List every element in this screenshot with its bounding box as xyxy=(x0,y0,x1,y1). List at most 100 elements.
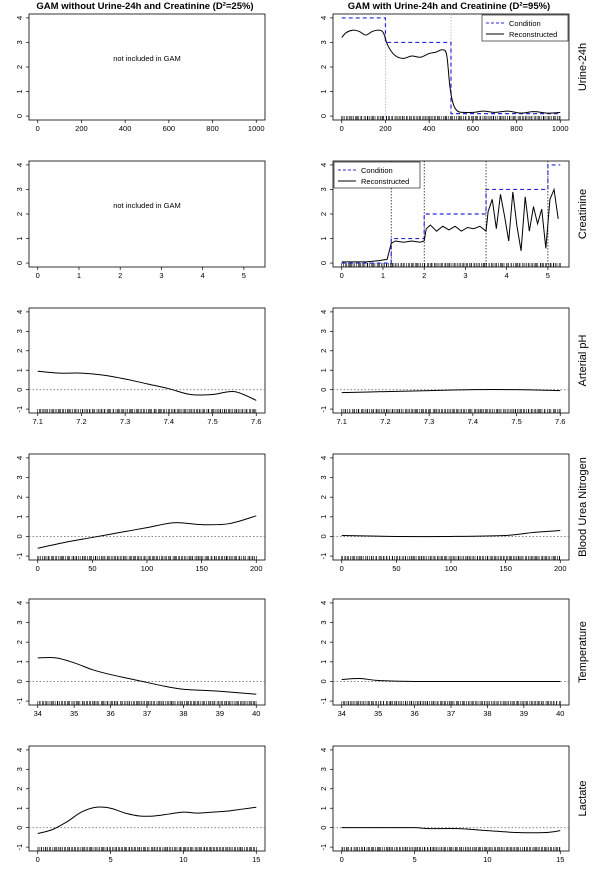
panel-r1-c1-frame xyxy=(28,13,266,121)
panel-r3-c1-x-tick-label: 7.2 xyxy=(76,417,86,426)
panel-r6-c2-y-tick-label: 0 xyxy=(319,826,328,830)
panel-r6-c2-series-smooth-effect xyxy=(341,827,561,834)
panel-r5-c1-y-tick-label: -1 xyxy=(15,698,24,705)
panel-r3-c2-plot-area xyxy=(333,389,569,413)
panel-r6-c1-plot-area xyxy=(29,806,265,851)
panel-r3-c1-x-tick-label: 7.4 xyxy=(164,417,174,426)
panel-r2-c2-row-label: Creatinine xyxy=(577,189,589,239)
panel-r4-c2-rug xyxy=(341,556,560,560)
panel-r4-c2-row-label: Blood Urea Nitrogen xyxy=(577,457,589,557)
panel-r5-c2-x-tick-label: 38 xyxy=(483,709,491,718)
panel-r1-c1-x-tick-label: 400 xyxy=(119,124,132,133)
panel-r6-c1-rug xyxy=(37,847,257,851)
panel-r6-c1-x-tick-label: 15 xyxy=(252,855,260,864)
panel-r3-c2-frame xyxy=(332,307,570,414)
panel-r5-c2-plot-area xyxy=(333,677,569,705)
panel-r1-c2-rug xyxy=(341,116,561,120)
panel-r1-c2-x-tick-label: 0 xyxy=(340,124,344,133)
panel-r4-c1-y-tick-label: 1 xyxy=(15,515,24,519)
panel-r6-c1-y-tick-label: 0 xyxy=(15,826,24,830)
panel-r1-c2-y-tick-label: 2 xyxy=(319,65,328,69)
panel-r2-c1-y-tick-label: 4 xyxy=(15,163,24,167)
panel-r5-c2-x-tick-label: 34 xyxy=(338,709,346,718)
panel-r2-c2-x-tick-label: 0 xyxy=(340,271,344,280)
panel-r6-c1: 0 5 10 15 -1 0 1 2 3 4 xyxy=(15,745,266,864)
panel-r1-c1-y-tick-label: 4 xyxy=(15,16,24,20)
panel-r2-c1-y-tick-label: 0 xyxy=(15,261,24,265)
panel-r5-c2-y-tick-label: 0 xyxy=(319,679,328,683)
panel-r2-c1-not-included-note: not included in GAM xyxy=(113,201,181,210)
panel-r5-c1-x-tick-label: 40 xyxy=(252,709,260,718)
panel-r6-c2-y-tick-label: 2 xyxy=(319,787,328,791)
panel-r6-c2-x-tick-label: 15 xyxy=(556,855,564,864)
panel-r3-c2-y-tick-label: 4 xyxy=(319,310,328,314)
panel-r3-c2-x-tick-label: 7.2 xyxy=(380,417,390,426)
panel-r4-c1-y-tick-label: 3 xyxy=(15,475,24,479)
panel-r5-c2-frame xyxy=(332,598,570,706)
panel-r2-c2-y-tick-label: 3 xyxy=(319,187,328,191)
panel-r5-c2-x-tick-label: 36 xyxy=(410,709,418,718)
panel-r2-c1-frame xyxy=(28,160,266,268)
panel-r4-c2-y-tick-label: 4 xyxy=(319,456,328,460)
panel-r3-c1-plot-area xyxy=(29,370,265,413)
panel-r2-c2-legend: Condition Reconstructed xyxy=(333,161,421,189)
panel-r2-c1-x-tick-label: 3 xyxy=(159,271,163,280)
panel-r5-c1-y-tick-label: 0 xyxy=(15,679,24,683)
panel-r1-c1-y-tick-label: 3 xyxy=(15,40,24,44)
panel-r4-c1-y-tick-label: 0 xyxy=(15,534,24,538)
panel-r2-c2-rug xyxy=(341,263,561,267)
panel-r6-c1-x-tick-label: 5 xyxy=(108,855,112,864)
panel-r6-c1-y-tick-label: 2 xyxy=(15,787,24,791)
panel-r2-c2-x-tick-label: 1 xyxy=(381,271,385,280)
panel-r3-c2: 7.1 7.2 7.3 7.4 7.5 7.6 -1 0 1 2 3 4 Arterial pH xyxy=(319,307,589,426)
panel-r3-c2-x-tick-label: 7.4 xyxy=(468,417,478,426)
panel-r6-c1-series-smooth-effect xyxy=(37,806,257,834)
panel-r2-c1-x-tick-label: 5 xyxy=(242,271,246,280)
panel-r6-c2-x-tick-label: 5 xyxy=(412,855,416,864)
panel-r5-c1-frame xyxy=(28,598,266,706)
panel-r2-c1-x-tick-label: 1 xyxy=(77,271,81,280)
panel-r6-c2-rug xyxy=(341,847,561,851)
panel-r6-c1-y-tick-label: 3 xyxy=(15,767,24,771)
panel-r1-c2-series-condition xyxy=(341,17,561,115)
panel-r1-c1-x-tick-label: 800 xyxy=(206,124,219,133)
panel-r5-c1-x-tick-label: 37 xyxy=(143,709,151,718)
left-column-title: GAM without Urine-24h and Creatinine (D²… xyxy=(36,1,253,12)
panel-r1-c2-legend-box xyxy=(481,14,569,42)
panel-r6-c2-y-tick-label: -1 xyxy=(319,844,328,851)
panel-r2-c1: 0 1 2 3 4 5 0 1 2 3 4 not included in GAM xyxy=(15,160,266,280)
panel-r4-c1-x-tick-label: 200 xyxy=(250,564,263,573)
panel-r4-c2-x-tick-label: 100 xyxy=(445,564,458,573)
panel-r3-c2-x-tick-label: 7.1 xyxy=(337,417,347,426)
panel-r4-c2-x-tick-label: 0 xyxy=(340,564,344,573)
panel-r5-c2-x-tick-label: 35 xyxy=(374,709,382,718)
panel-r2-c2-series-condition xyxy=(341,164,561,264)
panel-r6-c1-y-tick-label: -1 xyxy=(15,844,24,851)
panel-r5-c1-x-tick-label: 39 xyxy=(216,709,224,718)
panel-r2-c2-x-tick-label: 4 xyxy=(505,271,509,280)
panel-r4-c2-x-tick-label: 50 xyxy=(392,564,400,573)
panel-r1-c2-plot-area xyxy=(341,14,561,120)
panel-r2-c2-y-tick-label: 1 xyxy=(319,236,328,240)
panel-r1-c2-series-reconstructed xyxy=(341,29,561,114)
panel-r4-c1-x-tick-label: 100 xyxy=(141,564,154,573)
panel-r4-c2-y-tick-label: 3 xyxy=(319,475,328,479)
panel-r4-c1-x-tick-label: 50 xyxy=(88,564,96,573)
panel-r5-c2-x-tick-label: 40 xyxy=(556,709,564,718)
panel-r3-c1-y-tick-label: -1 xyxy=(15,406,24,413)
panel-r4-c1-rug xyxy=(37,556,257,560)
panel-r4-c2-x-tick-label: 150 xyxy=(499,564,512,573)
panel-r5-c1-y-tick-label: 4 xyxy=(15,601,24,605)
panel-r4-c2-frame xyxy=(332,453,570,561)
panel-r1-c1-not-included-note: not included in GAM xyxy=(113,54,181,63)
panel-r4-c1-x-tick-label: 0 xyxy=(36,564,40,573)
panel-r4-c2-x-tick-label: 200 xyxy=(554,564,567,573)
panel-r4-c1: 0 50 100 150 200 -1 0 1 2 3 4 xyxy=(15,453,266,573)
panel-r3-c1-rug xyxy=(37,409,257,413)
panel-r3-c1-x-tick-label: 7.3 xyxy=(120,417,130,426)
panel-r1-c2-x-tick-label: 1000 xyxy=(552,124,569,133)
panel-r3-c2-y-tick-label: -1 xyxy=(319,406,328,413)
panel-r4-c1-y-tick-label: 2 xyxy=(15,495,24,499)
panel-r2-c2-series-reconstructed xyxy=(341,187,559,263)
panel-r1-c1-y-tick-label: 2 xyxy=(15,65,24,69)
